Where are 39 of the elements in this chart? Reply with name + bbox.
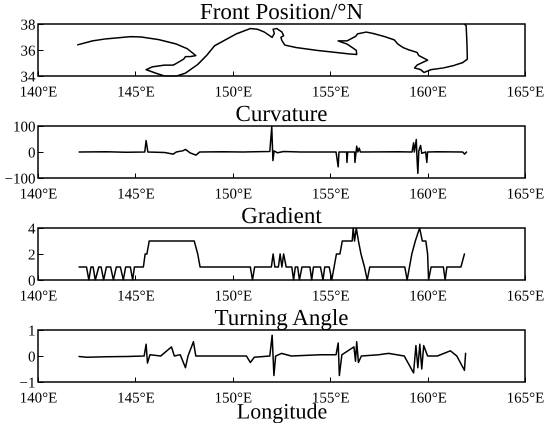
x-tick-label: 160°E (409, 84, 447, 100)
x-tick-label: 145°E (117, 390, 155, 406)
y-tick-label: 0 (28, 146, 36, 162)
x-tick-label: 155°E (312, 84, 350, 100)
chart-title: Gradient (241, 203, 322, 228)
x-tick-label: 160°E (409, 288, 447, 304)
x-tick-label: 140°E (20, 84, 58, 100)
x-tick-label: 150°E (214, 288, 252, 304)
x-tick-label: 150°E (214, 186, 252, 202)
line-series (78, 334, 466, 376)
y-tick-label: 0 (28, 274, 36, 290)
y-tick-label: 4 (28, 222, 36, 238)
y-tick-label: −1 (20, 376, 36, 392)
y-tick-label: 100 (13, 120, 36, 136)
chart-title: Curvature (236, 101, 328, 126)
x-tick-label: 160°E (409, 390, 447, 406)
y-tick-label: 38 (20, 18, 36, 34)
chart-title: Turning Angle (214, 305, 348, 330)
y-tick-label: 0 (28, 350, 36, 366)
x-tick-label: 145°E (117, 84, 155, 100)
y-tick-label: −100 (4, 172, 36, 188)
x-tick-label: 165°E (506, 84, 544, 100)
x-tick-label: 145°E (117, 288, 155, 304)
y-tick-label: 1 (28, 324, 36, 340)
x-tick-label: 150°E (214, 84, 252, 100)
y-tick-label: 36 (20, 44, 36, 60)
y-tick-label: 34 (20, 70, 36, 86)
chart-title: Front Position/°N (200, 0, 364, 24)
x-tick-label: 155°E (312, 186, 350, 202)
x-tick-label: 160°E (409, 186, 447, 202)
y-tick-label: 2 (28, 248, 36, 264)
x-tick-label: 140°E (20, 186, 58, 202)
x-tick-label: 140°E (20, 390, 58, 406)
x-tick-label: 165°E (506, 390, 544, 406)
x-tick-label: 155°E (312, 288, 350, 304)
x-tick-label: 145°E (117, 186, 155, 202)
x-tick-label: 140°E (20, 288, 58, 304)
x-tick-label: 165°E (506, 288, 544, 304)
x-tick-label: 165°E (506, 186, 544, 202)
